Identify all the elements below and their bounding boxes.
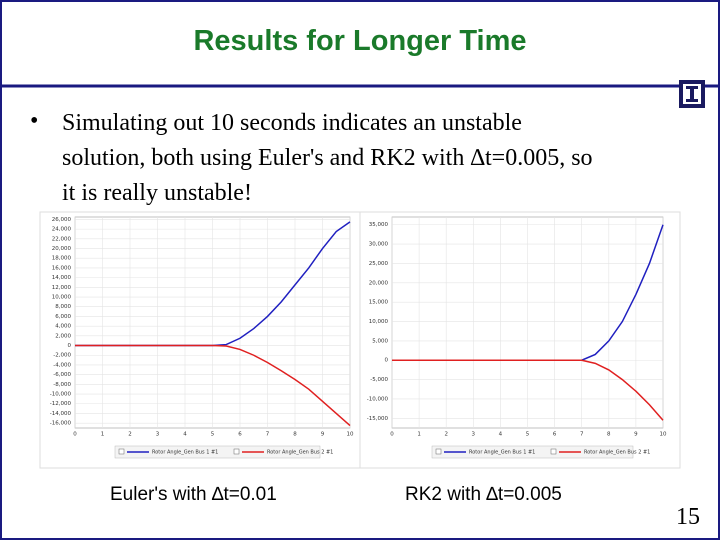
x-tick-label: 7 (266, 432, 270, 438)
x-tick-label: 10 (660, 432, 667, 438)
y-tick-label: 22,000 (52, 236, 72, 242)
y-tick-label: 8,000 (55, 304, 71, 310)
y-tick-label: 0 (68, 343, 72, 349)
x-tick-label: 0 (73, 432, 77, 438)
y-tick-label: 4,000 (55, 324, 71, 330)
x-tick-label: 9 (634, 432, 638, 438)
y-tick-label: -8,000 (53, 382, 71, 388)
y-tick-label: 5,000 (372, 338, 388, 344)
x-tick-label: 3 (156, 432, 160, 438)
legend-checkbox (550, 448, 557, 455)
y-tick-label: -5,000 (370, 377, 388, 383)
y-tick-label: -14,000 (50, 411, 72, 417)
y-tick-label: -2,000 (53, 353, 71, 359)
y-tick-label: 12,000 (52, 285, 72, 291)
y-tick-label: -6,000 (53, 372, 71, 378)
x-tick-label: 9 (321, 432, 325, 438)
legend-label: Rotor Angle_Gen Bus 1 #1 (152, 450, 218, 456)
y-tick-label: 24,000 (52, 227, 72, 233)
y-tick-label: 25,000 (369, 261, 389, 267)
x-tick-label: 8 (293, 432, 297, 438)
x-tick-label: 4 (499, 432, 503, 438)
y-tick-label: 26,000 (52, 217, 72, 223)
x-tick-label: 5 (526, 432, 530, 438)
y-tick-label: 14,000 (52, 275, 72, 281)
y-tick-label: -4,000 (53, 362, 71, 368)
chart: -16,000 -14,000 -12,000 -10,000 -8,000 -6,000… (39, 211, 361, 469)
bullet-mark: • (30, 108, 38, 134)
x-tick-label: 8 (607, 432, 611, 438)
y-tick-label: 0 (385, 358, 389, 364)
legend-checkbox (233, 448, 240, 455)
series-line (392, 359, 664, 421)
legend-label: Rotor Angle_Gen Bus 1 #1 (469, 450, 535, 456)
y-tick-label: 10,000 (369, 319, 389, 325)
x-tick-label: 6 (553, 432, 557, 438)
x-tick-label: 5 (211, 432, 215, 438)
x-tick-label: 2 (444, 432, 448, 438)
y-tick-label: 18,000 (52, 256, 72, 262)
x-tick-label: 10 (347, 432, 354, 438)
x-tick-label: 2 (128, 432, 132, 438)
x-tick-label: 4 (183, 432, 187, 438)
caption: RK2 with ∆t=0.005 (405, 484, 562, 505)
x-tick-label: 1 (417, 432, 421, 438)
slide-title: Results for Longer Time (193, 25, 526, 57)
y-tick-label: 15,000 (369, 300, 389, 306)
y-tick-label: 20,000 (369, 280, 389, 286)
logo (679, 80, 705, 108)
x-tick-label: 0 (390, 432, 394, 438)
y-tick-label: -10,000 (367, 396, 389, 402)
y-tick-label: -10,000 (50, 392, 72, 398)
legend-box (114, 445, 321, 459)
y-tick-label: 6,000 (55, 314, 71, 320)
y-tick-label: 10,000 (52, 295, 72, 301)
series-line (75, 344, 351, 427)
legend-box (431, 445, 634, 459)
y-tick-label: -12,000 (50, 401, 72, 407)
y-tick-label: -16,000 (50, 421, 72, 427)
y-tick-label: -15,000 (367, 416, 389, 422)
y-tick-label: 20,000 (52, 246, 72, 252)
legend-label: Rotor Angle_Gen Bus 2 #1 (267, 450, 333, 456)
x-tick-label: 3 (472, 432, 476, 438)
y-tick-label: 35,000 (369, 222, 389, 228)
bullet-line: Simulating out 10 seconds indicates an u… (62, 110, 522, 136)
y-tick-label: 2,000 (55, 333, 71, 339)
bullet-line: it is really unstable! (62, 180, 252, 206)
legend-checkbox (435, 448, 442, 455)
x-tick-label: 6 (238, 432, 242, 438)
legend-checkbox (118, 448, 125, 455)
y-tick-label: 30,000 (369, 242, 389, 248)
bullet-line: solution, both using Euler's and RK2 wit… (62, 145, 593, 171)
caption: Euler's with ∆t=0.01 (110, 484, 277, 505)
y-tick-label: 16,000 (52, 265, 72, 271)
legend-label: Rotor Angle_Gen Bus 2 #1 (584, 450, 650, 456)
x-tick-label: 1 (101, 432, 105, 438)
page-number: 15 (676, 504, 700, 530)
x-tick-label: 7 (580, 432, 584, 438)
chart: -15,000-10,000-5,00005,00010,00015,00020… (359, 211, 681, 469)
